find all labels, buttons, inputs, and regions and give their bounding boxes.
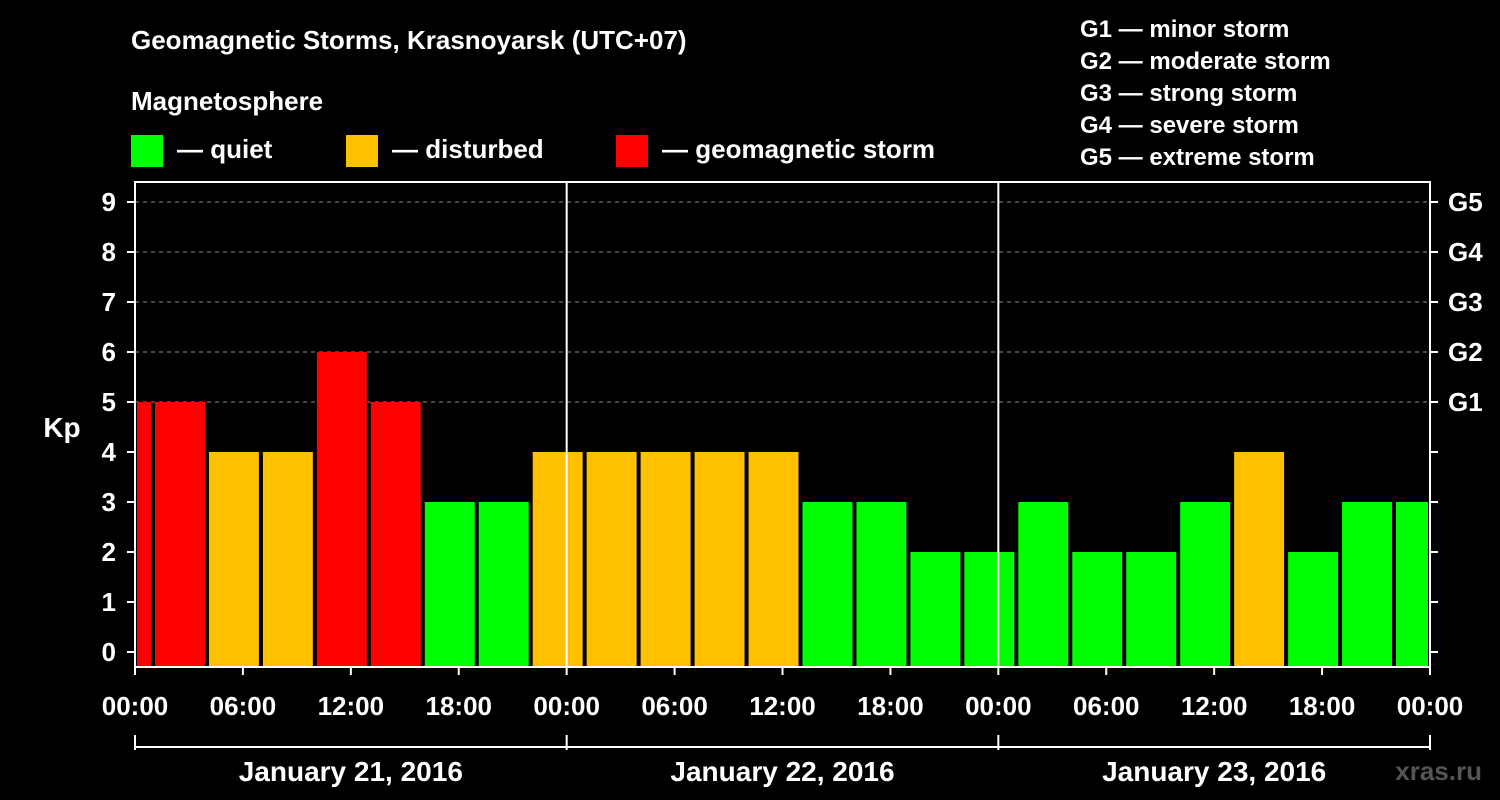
g-level-label: G3 [1448,287,1483,317]
x-tick-label: 12:00 [1181,691,1248,721]
y-tick-label: 5 [102,387,116,417]
kp-bar [208,452,259,667]
watermark: xras.ru [1395,756,1482,786]
kp-bar [262,452,313,667]
y-tick-label: 4 [102,437,117,467]
kp-bar [694,452,745,667]
kp-bar [586,452,637,667]
day-label: January 23, 2016 [1102,756,1326,787]
kp-bar [1234,452,1285,667]
kp-bar [1180,502,1231,667]
kp-bar [1018,502,1069,667]
kp-bar [802,502,853,667]
axes: 0 1 2 3 4 5 6 7 8 9 G1 G2 G3 G4 G5 00:00 06:00 12:00 18:00… [102,181,1483,787]
x-tick-label: 06:00 [641,691,708,721]
kp-bar [910,552,961,667]
x-tick-label: 00:00 [102,691,169,721]
legend-swatch-quiet [131,135,163,167]
kp-bar [532,452,583,667]
x-tick-label: 12:00 [749,691,816,721]
g-level-label: G5 [1448,187,1483,217]
y-tick-label: 0 [102,637,116,667]
kp-bar [1288,552,1339,667]
legend-swatch-disturbed [346,135,378,167]
storm-scale-g2: G2 — moderate storm [1080,48,1331,75]
x-tick-label: 00:00 [965,691,1032,721]
x-tick-label: 18:00 [426,691,493,721]
kp-bar [964,552,1015,667]
x-tick-label: 18:00 [857,691,924,721]
kp-bar [748,452,799,667]
bars [137,352,1428,667]
y-tick-label: 3 [102,487,116,517]
x-tick-label: 18:00 [1289,691,1356,721]
day-label: January 21, 2016 [239,756,463,787]
y-tick-label: 6 [102,337,116,367]
storm-scale-g5: G5 — extreme storm [1080,144,1315,171]
g-level-label: G1 [1448,387,1483,417]
kp-bar [1072,552,1123,667]
legend-label-disturbed: — disturbed [392,134,544,164]
kp-bar [856,502,907,667]
kp-bar [370,402,421,667]
y-axis-label: Kp [43,412,80,443]
kp-bar [424,502,475,667]
kp-bar [137,402,151,667]
storm-scale-g3: G3 — strong storm [1080,80,1297,107]
kp-bar [640,452,691,667]
legend-label-storm: — geomagnetic storm [662,134,935,164]
kp-bar [1126,552,1177,667]
x-tick-label: 06:00 [210,691,277,721]
x-tick-label: 00:00 [1397,691,1464,721]
x-tick-label: 00:00 [533,691,600,721]
g-level-label: G4 [1448,237,1483,267]
legend-label-quiet: — quiet [177,134,273,164]
storm-scale-g4: G4 — severe storm [1080,112,1299,139]
x-tick-label: 06:00 [1073,691,1140,721]
y-tick-label: 8 [102,237,116,267]
day-label: January 22, 2016 [670,756,894,787]
kp-bar [1396,502,1428,667]
x-tick-label: 12:00 [318,691,385,721]
y-tick-label: 9 [102,187,116,217]
g-level-label: G2 [1448,337,1483,367]
legend-swatch-storm [616,135,648,167]
kp-bar [316,352,367,667]
chart-title: Geomagnetic Storms, Krasnoyarsk (UTC+07) [131,25,687,55]
kp-bar [1342,502,1393,667]
kp-bar [478,502,529,667]
y-tick-label: 7 [102,287,116,317]
y-tick-label: 1 [102,587,116,617]
kp-bar [154,402,205,667]
y-tick-label: 2 [102,537,116,567]
chart-subtitle: Magnetosphere [131,86,323,116]
storm-scale-g1: G1 — minor storm [1080,16,1289,43]
